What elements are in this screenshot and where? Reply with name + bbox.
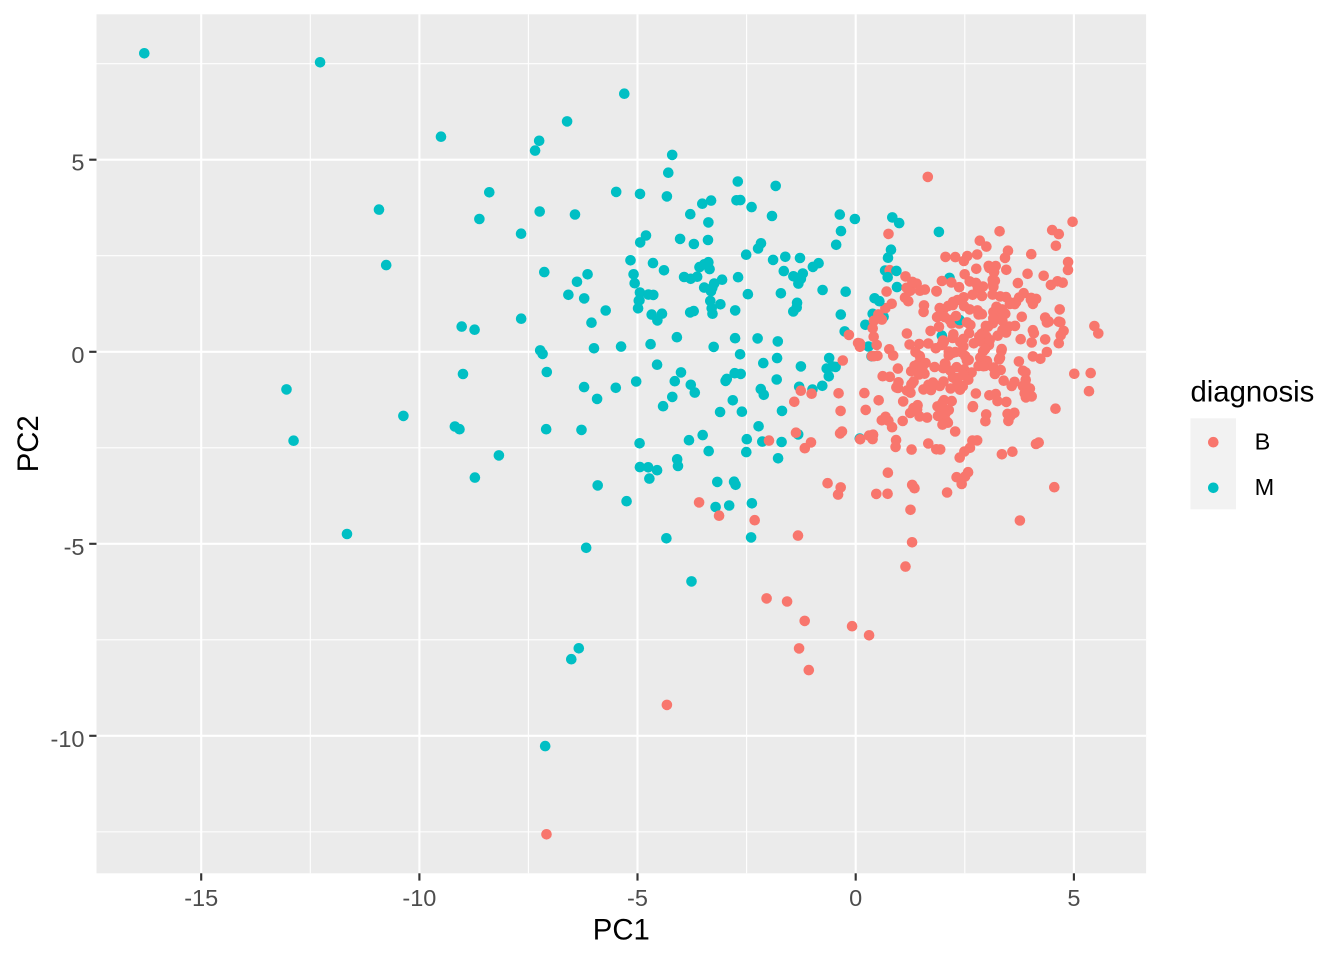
svg-text:diagnosis: diagnosis [1191, 376, 1315, 409]
svg-text:-5: -5 [627, 885, 648, 911]
svg-text:PC2: PC2 [12, 415, 45, 472]
svg-text:5: 5 [71, 150, 84, 176]
svg-text:0: 0 [849, 885, 862, 911]
svg-text:-15: -15 [184, 885, 218, 911]
svg-text:M: M [1255, 474, 1275, 500]
svg-text:0: 0 [71, 342, 84, 368]
svg-text:-10: -10 [402, 885, 436, 911]
svg-text:B: B [1255, 429, 1271, 455]
svg-text:PC1: PC1 [593, 914, 650, 947]
svg-text:5: 5 [1067, 885, 1080, 911]
svg-text:-5: -5 [64, 534, 85, 560]
svg-text:-10: -10 [51, 726, 85, 752]
